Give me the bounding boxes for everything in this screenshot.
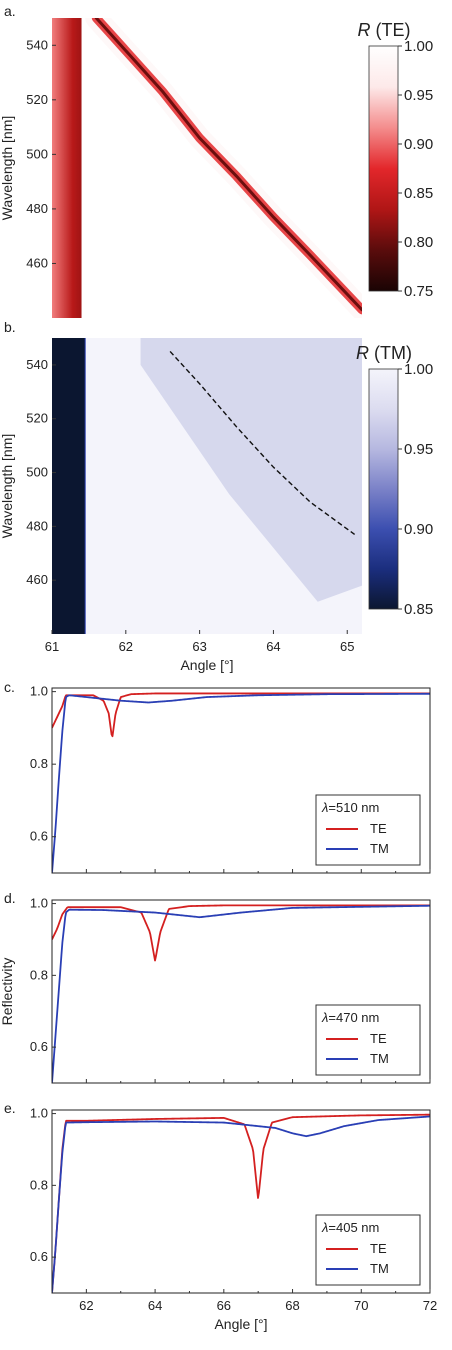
colorbar-title-suffix: (TE)	[376, 20, 411, 40]
y-tick-label: 0.8	[30, 1177, 48, 1192]
x-tick-label: 72	[423, 1298, 437, 1313]
legend-lambda-symbol: λ	[321, 1010, 328, 1025]
colorbar-tick-label: 1.00	[404, 38, 433, 55]
legend-label-tm: TM	[370, 841, 389, 856]
legend-label-te: TE	[370, 821, 387, 836]
heatmap-image	[52, 18, 362, 318]
y-tick-label: 480	[26, 201, 48, 216]
y-axis-label: Wavelength [nm]	[0, 434, 15, 539]
heatmap-te-panel: 460 480 500 520 540 Wavelength [nm] 1.00 0.95 0.…	[0, 18, 433, 318]
x-tick-label: 64	[148, 1298, 162, 1313]
dip-shading	[140, 338, 362, 602]
panel-label-d: d.	[4, 890, 16, 906]
y-tick-label: 1.0	[30, 1106, 48, 1121]
y-tick-label: 540	[26, 357, 48, 372]
series-line-tm	[52, 692, 430, 873]
panel-label-b: b.	[4, 319, 16, 335]
legend-label-te: TE	[370, 1241, 387, 1256]
x-tick-label: 63	[192, 639, 206, 654]
y-tick-label: 0.6	[30, 1249, 48, 1264]
colorbar-tick-label: 1.00	[404, 361, 433, 378]
colorbar-title-suffix: (TM)	[374, 343, 412, 363]
legend-wavelength-value: =470 nm	[328, 1010, 379, 1025]
legend-wavelength-value: =510 nm	[328, 800, 379, 815]
y-tick-label: 0.6	[30, 829, 48, 844]
y-tick-label: 0.6	[30, 1039, 48, 1054]
legend-wavelength: λ=405 nm	[321, 1220, 379, 1235]
x-tick-label: 62	[79, 1298, 93, 1313]
plot-frame	[51, 1109, 431, 1294]
y-axis-label: Reflectivity	[0, 958, 15, 1026]
series-line-te	[52, 1113, 430, 1293]
y-tick-label: 0.8	[30, 967, 48, 982]
heatmap-image	[52, 338, 362, 634]
y-tick-label: 1.0	[30, 684, 48, 699]
series-line-tm	[52, 904, 430, 1083]
dashed-guide-line	[169, 350, 356, 536]
y-tick-label: 520	[26, 411, 48, 426]
series-line-tm	[52, 1115, 430, 1293]
y-tick-label: 520	[26, 92, 48, 107]
x-tick-label: 65	[340, 639, 354, 654]
y-tick-label: 460	[26, 572, 48, 587]
x-tick-label: 64	[266, 639, 280, 654]
colorbar-title: R (TM)	[356, 343, 412, 363]
y-tick-label: 500	[26, 146, 48, 161]
y-tick-label: 1.0	[30, 896, 48, 911]
resonance-core	[94, 18, 362, 312]
panel-label-a: a.	[4, 3, 16, 19]
x-tick-label: 66	[217, 1298, 231, 1313]
legend-lambda-symbol: λ	[321, 1220, 328, 1235]
legend-wavelength: λ=470 nm	[321, 1010, 379, 1025]
legend: λ=510 nm TE TM	[315, 794, 421, 866]
legend: λ=405 nm TE TM	[315, 1214, 421, 1286]
colorbar-tick-label: 0.80	[404, 234, 433, 251]
y-tick-label: 0.8	[30, 756, 48, 771]
panel-label-c: c.	[4, 679, 15, 695]
heatmap-background	[52, 18, 362, 318]
x-axis-label: Angle [°]	[180, 657, 233, 673]
critical-edge-band	[52, 18, 82, 318]
colorbar-tick-label: 0.95	[404, 87, 433, 104]
series-line-te	[52, 904, 430, 962]
colorbar-tick-label: 0.85	[404, 185, 433, 202]
colorbar-tick-label: 0.90	[404, 136, 433, 153]
legend-label-te: TE	[370, 1031, 387, 1046]
colorbar	[368, 45, 399, 292]
plot-frame	[51, 687, 431, 874]
critical-region-block	[52, 338, 86, 634]
y-tick-label: 500	[26, 465, 48, 480]
y-tick-label: 480	[26, 518, 48, 533]
legend-label-tm: TM	[370, 1051, 389, 1066]
x-axis-label: Angle [°]	[214, 1316, 267, 1332]
colorbar-title: R (TE)	[357, 20, 410, 40]
y-axis-label: Wavelength [nm]	[0, 116, 15, 221]
colorbar-tick-label: 0.90	[404, 521, 433, 538]
reflectivity-510-panel: 0.6 0.8 1.0 λ=510 nm TE TM	[30, 684, 431, 874]
legend-wavelength: λ=510 nm	[321, 800, 379, 815]
colorbar-title-symbol: R	[357, 20, 370, 40]
x-tick-label: 62	[119, 639, 133, 654]
colorbar-tick-label: 0.95	[404, 441, 433, 458]
legend: λ=470 nm TE TM	[315, 1004, 421, 1076]
y-tick-label: 460	[26, 255, 48, 270]
colorbar	[368, 368, 399, 610]
colorbar-tick-label: 0.75	[404, 283, 433, 300]
colorbar-title-symbol: R	[356, 343, 369, 363]
y-tick-label: 540	[26, 37, 48, 52]
x-tick-label: 70	[354, 1298, 368, 1313]
heatmap-tm-panel: 460 480 500 520 540 61 62 63 64 65 Wavelength [nm]…	[0, 338, 433, 673]
reflectivity-405-panel: 0.6 0.8 1.0 62 64 66 68 70 72 Angle [°] λ=405 nm TE…	[30, 1106, 437, 1332]
legend-lambda-symbol: λ	[321, 800, 328, 815]
x-tick-label: 68	[285, 1298, 299, 1313]
reflectivity-470-panel: 0.6 0.8 1.0 Reflectivity λ=470 nm TE TM	[0, 896, 431, 1084]
legend-wavelength-value: =405 nm	[328, 1220, 379, 1235]
panel-label-e: e.	[4, 1100, 16, 1116]
colorbar-tick-label: 0.85	[404, 601, 433, 618]
legend-label-tm: TM	[370, 1261, 389, 1276]
x-tick-label: 61	[45, 639, 59, 654]
plot-frame	[51, 899, 431, 1084]
